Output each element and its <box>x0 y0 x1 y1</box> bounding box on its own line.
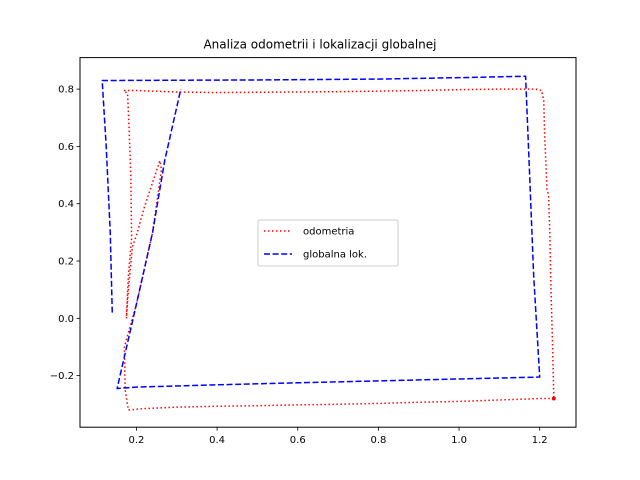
y-tick-label: 0.8 <box>58 85 74 96</box>
y-tick-label: 0.0 <box>58 314 74 325</box>
x-tick-label: 0.2 <box>129 435 145 446</box>
y-axis: −0.2 0.0 0.2 0.4 0.6 0.8 <box>50 85 80 382</box>
series-line-odometria <box>122 88 555 411</box>
series-layer <box>101 75 556 411</box>
chart-title: Analiza odometrii i lokalizacji globalne… <box>203 38 436 52</box>
x-axis: 0.2 0.4 0.6 0.8 1.0 1.2 <box>129 427 548 446</box>
legend-label-odometria: odometria <box>303 227 354 238</box>
y-tick-label: 0.6 <box>58 142 74 153</box>
y-tick-label: −0.2 <box>50 371 74 382</box>
y-tick-label: 0.2 <box>58 257 74 268</box>
x-tick-label: 1.0 <box>451 435 467 446</box>
legend-box <box>257 219 399 267</box>
series-end-marker-odometria <box>551 396 556 401</box>
series-line-globalna-lok <box>101 75 541 390</box>
y-tick-label: 0.4 <box>58 199 74 210</box>
x-tick-label: 0.4 <box>209 435 225 446</box>
legend-label-globalna-lok: globalna lok. <box>303 250 367 261</box>
legend: odometria globalna lok. <box>257 219 399 267</box>
x-tick-label: 1.2 <box>532 435 548 446</box>
x-tick-label: 0.6 <box>290 435 306 446</box>
x-tick-label: 0.8 <box>370 435 386 446</box>
